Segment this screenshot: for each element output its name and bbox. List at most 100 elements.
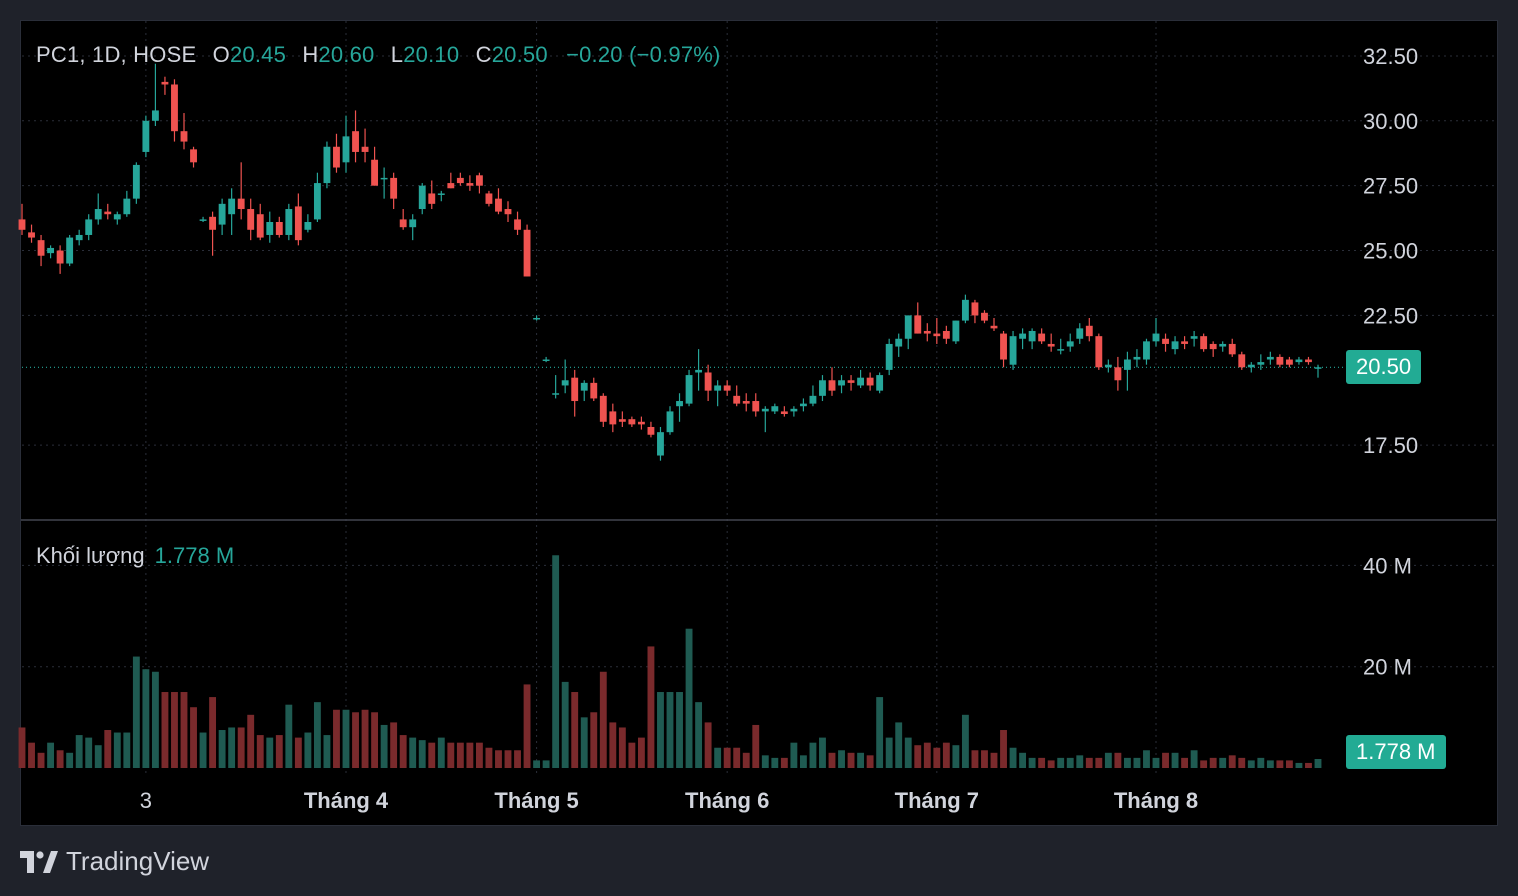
chart-frame[interactable]: [20, 20, 1498, 826]
volume-bar: [1162, 752, 1169, 768]
volume-bar: [275, 735, 283, 768]
volume-bar: [1104, 752, 1112, 768]
volume-bar: [485, 747, 493, 768]
tradingview-icon: [20, 850, 58, 873]
volume-bar: [742, 752, 750, 768]
high-value: 20.60: [318, 42, 375, 67]
volume-bar: [1276, 760, 1284, 768]
candle-body: [1238, 354, 1246, 368]
volume-bar: [380, 724, 388, 768]
volume-tick-label: 20 M: [1363, 655, 1412, 680]
candle-body: [819, 380, 826, 396]
candle-body: [990, 325, 998, 329]
volume-bar: [819, 737, 826, 768]
candle-body: [1123, 359, 1131, 370]
price-tick-label: 30.00: [1363, 109, 1418, 134]
volume-bar: [228, 727, 236, 768]
volume-bar: [876, 697, 884, 768]
time-tick-label: Tháng 7: [895, 788, 979, 813]
volume-bar: [828, 752, 836, 768]
candle-body: [828, 380, 836, 391]
candle-body: [704, 372, 712, 391]
candle-body: [771, 406, 779, 412]
candle-body: [75, 234, 83, 241]
volume-bar: [857, 752, 865, 768]
candle-body: [313, 183, 321, 220]
volume-label[interactable]: Khối lượng: [36, 543, 145, 568]
candle-body: [914, 315, 922, 334]
candle-body: [380, 177, 388, 180]
candle-body: [409, 219, 417, 228]
candle-body: [47, 247, 55, 254]
volume-bar: [695, 702, 703, 768]
volume-bar: [28, 742, 35, 768]
volume-bar: [18, 727, 26, 768]
volume-bar: [94, 745, 102, 768]
candle-body: [733, 395, 741, 404]
volume-bar: [799, 755, 807, 768]
grid-lines: [21, 21, 1496, 775]
candle-body: [437, 193, 445, 195]
candle-body: [542, 359, 550, 362]
candle-body: [266, 222, 274, 235]
candle-body: [847, 380, 855, 383]
volume-bar: [399, 735, 407, 768]
volume-bar: [895, 722, 903, 768]
volume-bar: [1038, 757, 1046, 768]
volume-bar: [1152, 757, 1160, 768]
candle-body: [456, 177, 464, 184]
change-value: −0.20 (−0.97%): [566, 42, 721, 67]
close-label: C: [475, 42, 492, 67]
candle-body: [1047, 343, 1055, 347]
candle-body: [666, 411, 674, 433]
volume-bar: [190, 707, 197, 768]
tradingview-logo[interactable]: TradingView: [20, 846, 209, 877]
symbol-label[interactable]: PC1, 1D, HOSE: [36, 42, 197, 67]
volume-bar: [390, 722, 398, 768]
volume-bar: [475, 742, 483, 768]
volume-bar: [590, 712, 598, 768]
volume-bar: [1247, 760, 1255, 768]
volume-bar: [180, 692, 188, 768]
candle-body: [237, 198, 245, 210]
volume-bar: [1257, 757, 1265, 768]
open-value: 20.45: [229, 42, 287, 67]
volume-bar: [1314, 758, 1322, 768]
candle-body: [952, 320, 960, 342]
volume-bar: [313, 702, 321, 768]
volume-bar: [714, 747, 722, 768]
volume-bar: [1028, 757, 1036, 768]
volume-bar: [780, 757, 788, 768]
volume-bar: [542, 760, 550, 768]
volume-bar: [1219, 757, 1227, 768]
volume-bar: [199, 732, 207, 768]
volume-bar: [1190, 750, 1198, 768]
volume-bar: [666, 692, 674, 768]
candle-body: [1276, 356, 1284, 365]
candle-body: [533, 318, 541, 320]
candle-body: [676, 401, 683, 407]
candle-body: [609, 411, 617, 425]
candle-body: [1181, 341, 1189, 344]
candle-body: [723, 385, 731, 391]
volume-bar: [37, 752, 45, 768]
price-tick-label: 22.50: [1363, 303, 1418, 328]
volume-bar: [323, 735, 331, 768]
volume-tick-label: 40 M: [1363, 553, 1412, 578]
volume-bars: [18, 555, 1322, 768]
volume-bar: [1133, 757, 1141, 768]
volume-bar: [561, 681, 569, 768]
candle-body: [361, 146, 369, 152]
candle-body: [171, 84, 178, 132]
price-tick-label: 32.50: [1363, 44, 1418, 69]
candle-body: [1009, 336, 1017, 365]
candle-body: [66, 237, 74, 264]
volume-bar: [56, 750, 64, 768]
candle-body: [590, 382, 598, 399]
candle-body: [132, 164, 140, 199]
candle-body: [1219, 343, 1227, 347]
time-tick-label: Tháng 4: [304, 788, 389, 813]
candle-body: [1266, 356, 1274, 360]
volume-bar: [733, 747, 741, 768]
